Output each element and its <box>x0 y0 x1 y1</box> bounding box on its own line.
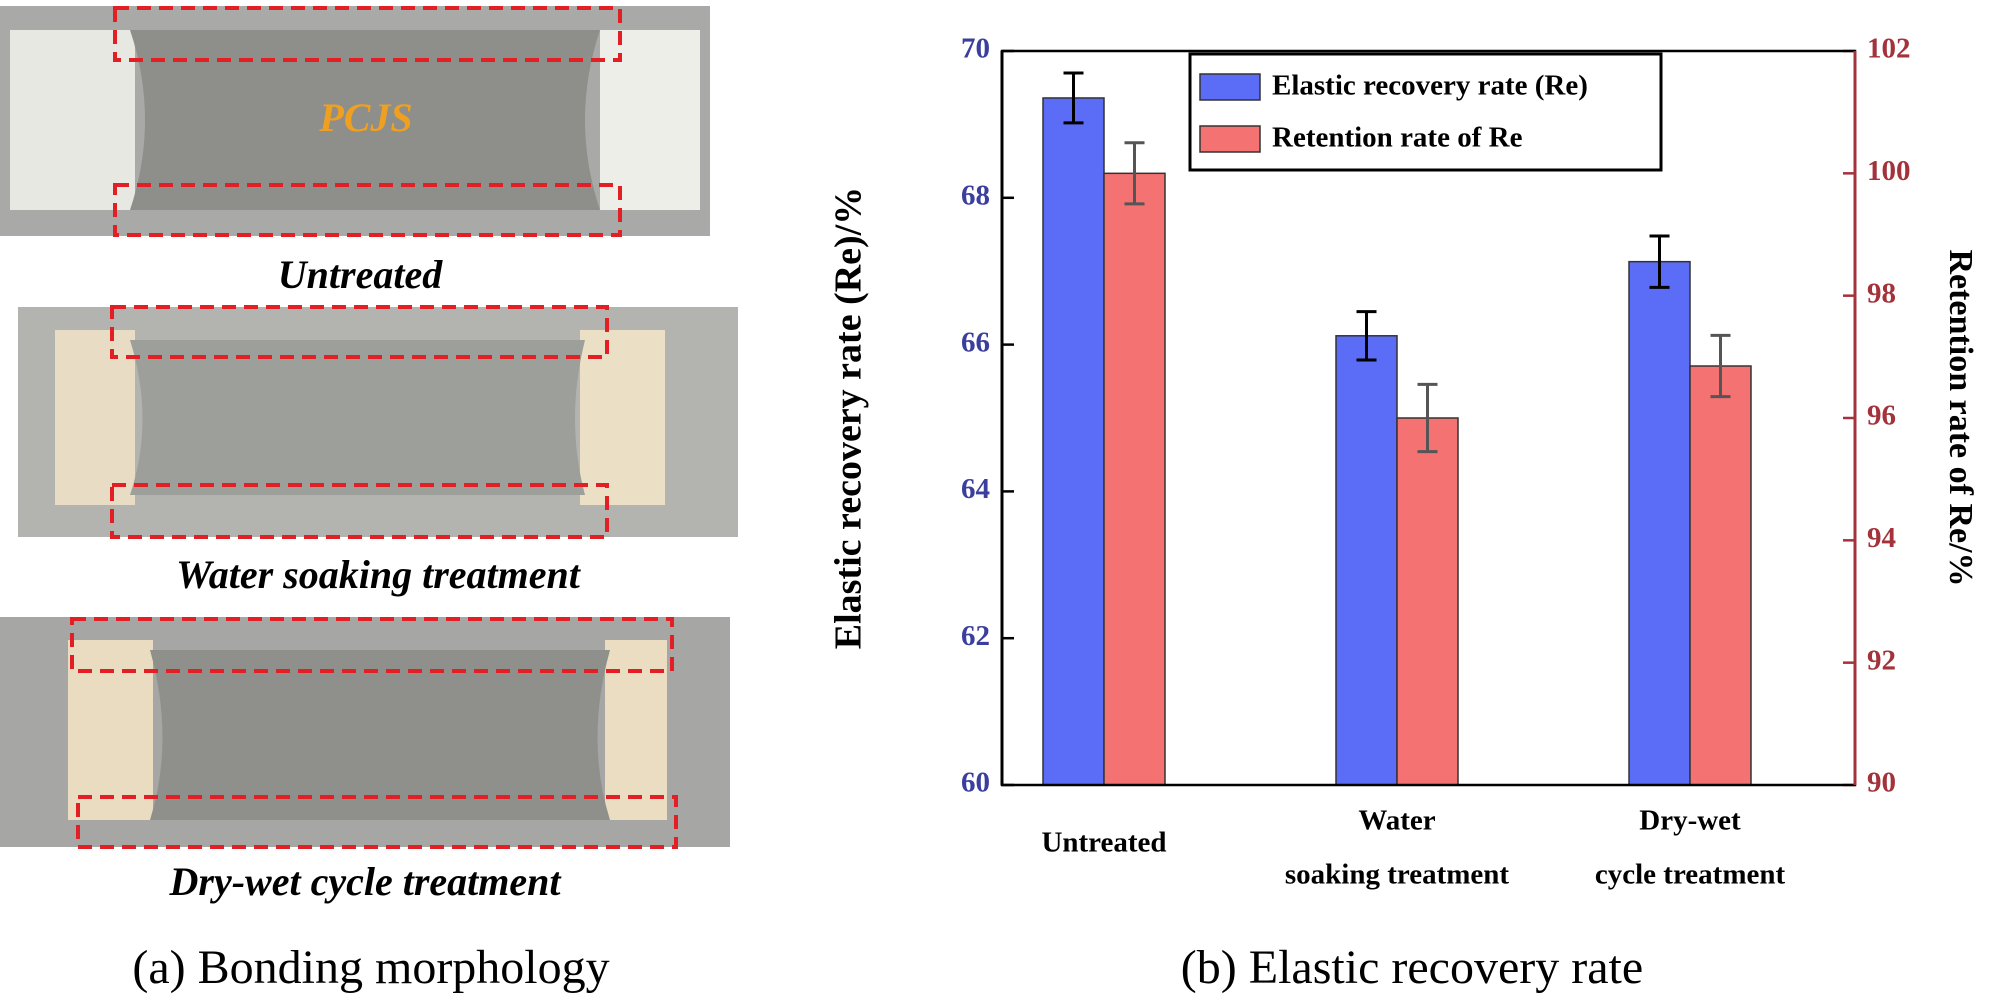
x-tick-label: Dry-wet <box>1639 805 1741 837</box>
bar <box>1042 97 1105 786</box>
caption-b: (b) Elastic recovery rate <box>1181 941 1643 994</box>
y-tick-label: 64 <box>961 473 990 505</box>
y2-tick-label: 90 <box>1867 767 1896 799</box>
photo-drywet <box>0 617 730 849</box>
photo-water <box>18 305 738 539</box>
bar <box>1396 417 1459 786</box>
x-tick-label: soaking treatment <box>1285 859 1510 891</box>
error-bar <box>1356 310 1377 362</box>
y2-tick-label: 98 <box>1867 277 1896 309</box>
legend-box <box>1188 52 1663 172</box>
x-tick-label: cycle treatment <box>1595 859 1786 891</box>
bar <box>1335 335 1398 786</box>
photo-caption: Untreated <box>278 252 443 297</box>
y2-tick-label: 96 <box>1867 400 1896 432</box>
y-tick-label: 62 <box>961 620 990 652</box>
y-tick-label: 70 <box>961 33 990 65</box>
y-tick-label: 68 <box>961 179 990 211</box>
legend-swatch <box>1199 73 1261 101</box>
x-tick-label: Water <box>1358 805 1435 837</box>
legend-label: Elastic recovery rate (Re) <box>1272 70 1588 102</box>
chart: 60 62 64 66 68 70 90 92 94 96 98 100 102 Untreated Wat… <box>828 33 1979 891</box>
bar <box>1628 260 1691 786</box>
legend-label: Retention rate of Re <box>1272 122 1523 154</box>
legend-swatch <box>1199 125 1261 153</box>
error-bar <box>1063 71 1084 125</box>
bar <box>1103 172 1166 786</box>
y2-axis-label: Retention rate of Re/% <box>1942 249 1979 586</box>
y2-tick-label: 102 <box>1867 33 1911 65</box>
photo-untreated: PCJS <box>0 6 710 237</box>
y2-tick-label: 100 <box>1867 155 1911 187</box>
y2-tick-label: 94 <box>1867 522 1896 554</box>
y2-tick-label: 92 <box>1867 644 1896 676</box>
error-bar <box>1710 333 1731 399</box>
bar <box>1689 365 1752 786</box>
y-tick-label: 66 <box>961 326 990 358</box>
error-bar <box>1649 234 1670 289</box>
y-tick-label: 60 <box>961 767 990 799</box>
y-axis-label: Elastic recovery rate (Re)/% <box>828 187 870 649</box>
photo-label: PCJS <box>318 95 412 140</box>
error-bar <box>1124 141 1145 206</box>
caption-a: (a) Bonding morphology <box>132 941 609 994</box>
photo-caption: Dry-wet cycle treatment <box>169 859 563 904</box>
error-bar <box>1417 382 1438 454</box>
x-tick-label: Untreated <box>1041 827 1166 859</box>
photo-caption: Water soaking treatment <box>176 552 582 597</box>
